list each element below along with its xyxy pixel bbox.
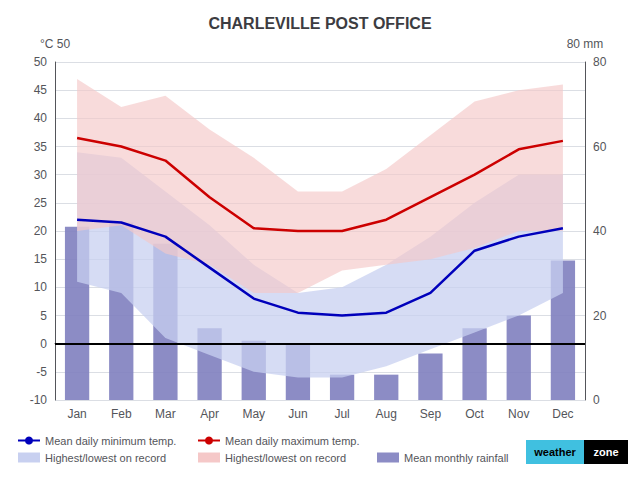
svg-text:45: 45 (34, 83, 48, 97)
svg-text:Aug: Aug (376, 407, 397, 421)
svg-text:Oct: Oct (465, 407, 484, 421)
svg-text:Jan: Jan (67, 407, 86, 421)
svg-text:°C 50: °C 50 (40, 37, 70, 51)
svg-text:30: 30 (34, 168, 48, 182)
svg-text:Feb: Feb (111, 407, 132, 421)
svg-text:0: 0 (593, 393, 600, 407)
svg-text:40: 40 (34, 111, 48, 125)
svg-text:20: 20 (34, 224, 48, 238)
svg-text:5: 5 (40, 309, 47, 323)
svg-text:15: 15 (34, 252, 48, 266)
svg-text:May: May (242, 407, 265, 421)
svg-text:20: 20 (593, 309, 607, 323)
svg-text:Apr: Apr (200, 407, 219, 421)
svg-text:35: 35 (34, 140, 48, 154)
svg-text:Nov: Nov (508, 407, 529, 421)
svg-text:10: 10 (34, 280, 48, 294)
svg-text:Jun: Jun (288, 407, 307, 421)
svg-text:Highest/lowest on record: Highest/lowest on record (225, 452, 346, 464)
svg-text:50: 50 (34, 55, 48, 69)
svg-text:Dec: Dec (552, 407, 573, 421)
svg-text:Mean daily minimum temp.: Mean daily minimum temp. (45, 435, 176, 447)
svg-text:zone: zone (593, 446, 618, 458)
svg-text:25: 25 (34, 196, 48, 210)
svg-text:Highest/lowest on record: Highest/lowest on record (45, 452, 166, 464)
svg-text:Mean monthly rainfall: Mean monthly rainfall (404, 452, 509, 464)
svg-text:-10: -10 (30, 393, 48, 407)
svg-text:-5: -5 (36, 365, 47, 379)
svg-text:weather: weather (533, 446, 576, 458)
svg-text:40: 40 (593, 224, 607, 238)
svg-text:CHARLEVILLE POST OFFICE: CHARLEVILLE POST OFFICE (208, 15, 431, 32)
svg-text:0: 0 (40, 337, 47, 351)
svg-text:Sep: Sep (420, 407, 442, 421)
svg-text:80: 80 (593, 55, 607, 69)
svg-text:Mar: Mar (155, 407, 176, 421)
svg-text:60: 60 (593, 140, 607, 154)
svg-text:Jul: Jul (334, 407, 349, 421)
svg-text:80 mm: 80 mm (567, 37, 604, 51)
svg-text:Mean daily maximum temp.: Mean daily maximum temp. (225, 435, 360, 447)
